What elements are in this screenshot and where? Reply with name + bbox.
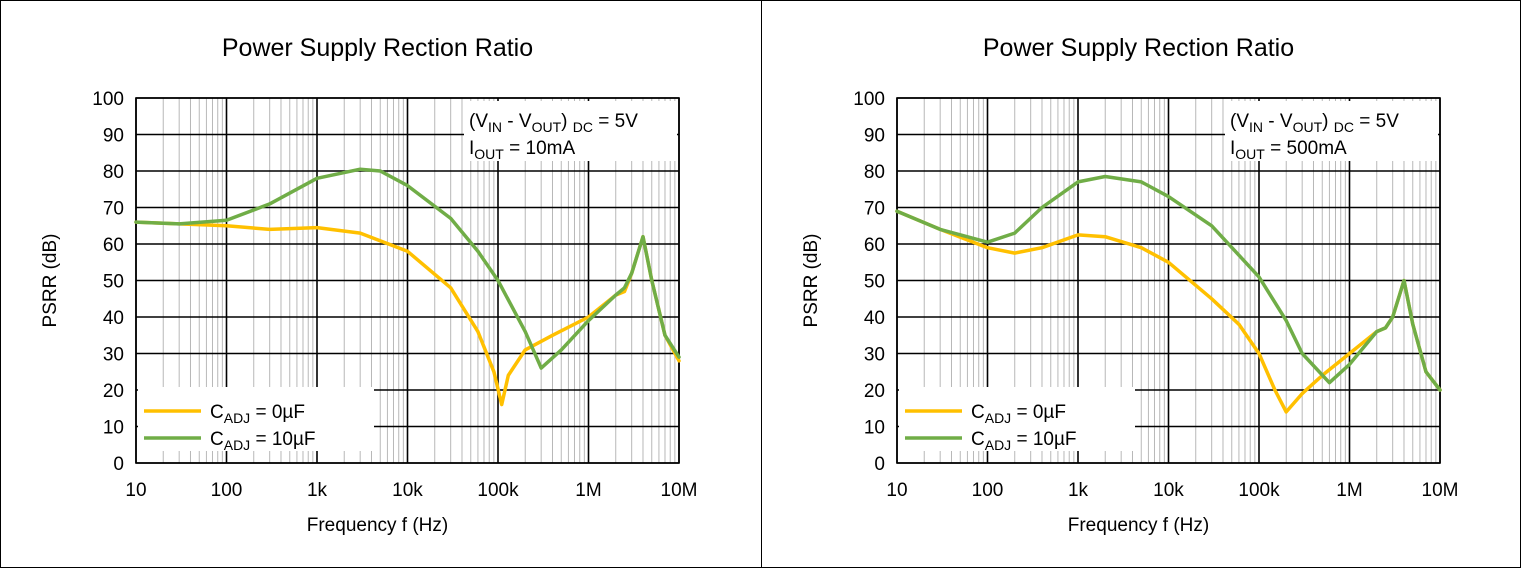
y-tick-label: 30 [103, 345, 124, 366]
y-tick-label: 20 [103, 381, 124, 402]
y-tick-label: 0 [113, 454, 124, 475]
y-tick-label: 60 [103, 235, 124, 256]
legend: CADJ = 0µF CADJ = 10µF [899, 387, 1135, 453]
annotation-line-vin-vout: (VIN - VOUT) DC = 5V [1230, 111, 1399, 135]
y-tick-label: 90 [864, 126, 885, 147]
x-tick-label: 100k [477, 480, 519, 501]
annotation-line-iout: IOUT = 10mA [469, 138, 575, 162]
y-tick-label: 30 [864, 345, 885, 366]
conditions-annotation: (VIN - VOUT) DC = 5V IOUT = 500mA [1225, 101, 1438, 162]
x-tick-label: 1k [1068, 480, 1089, 501]
y-tick-label: 80 [103, 162, 124, 183]
chart-panel-left: Power Supply Rection Ratio 0 10 20 30 40 50 60 7… [0, 0, 763, 568]
x-tick-label: 10M [1422, 480, 1459, 501]
x-tick-label: 10k [392, 480, 423, 501]
y-tick-label: 10 [103, 418, 124, 439]
legend-label: CADJ = 10µF [210, 429, 316, 453]
y-tick-label: 80 [864, 162, 885, 183]
y-tick-label: 100 [853, 89, 885, 110]
chart-title: Power Supply Rection Ratio [222, 34, 533, 62]
psrr-chart-500ma: Power Supply Rection Ratio01020304050607… [801, 34, 1459, 536]
x-tick-label: 10 [125, 480, 146, 501]
annotation-line-vin-vout: (VIN - VOUT) DC = 5V [469, 111, 638, 135]
legend-label: CADJ = 0µF [971, 402, 1066, 426]
annotation-background [1225, 101, 1438, 161]
legend-label: CADJ = 10µF [971, 429, 1077, 453]
plot-frame [135, 97, 680, 464]
y-tick-label: 90 [103, 126, 124, 147]
annotation-line-iout: IOUT = 500mA [1230, 138, 1347, 162]
x-tick-label: 10 [886, 480, 907, 501]
y-axis-label: PSRR (dB) [40, 234, 61, 328]
series-line-cadj-10uf [134, 167, 681, 370]
y-tick-label: 10 [864, 418, 885, 439]
y-tick-label: 0 [874, 454, 885, 475]
legend: CADJ = 0µF CADJ = 10µF [138, 387, 374, 453]
x-tick-label: 100 [972, 480, 1004, 501]
y-tick-label: 40 [864, 308, 885, 329]
legend-background [138, 387, 374, 451]
y-tick-label: 100 [92, 89, 124, 110]
series-line-cadj-10uf [895, 174, 1442, 392]
y-tick-label: 20 [864, 381, 885, 402]
x-tick-label: 10k [1153, 480, 1184, 501]
y-tick-label: 60 [864, 235, 885, 256]
y-tick-label: 70 [864, 199, 885, 220]
legend-background [899, 387, 1135, 451]
x-tick-label: 1k [307, 480, 328, 501]
y-tick-label: 40 [103, 308, 124, 329]
x-tick-label: 100k [1238, 480, 1280, 501]
y-tick-label: 50 [864, 272, 885, 293]
annotation-background [464, 101, 677, 161]
conditions-annotation: (VIN - VOUT) DC = 5V IOUT = 10mA [464, 101, 677, 162]
x-axis-label: Frequency f (Hz) [1068, 515, 1209, 536]
y-tick-label: 50 [103, 272, 124, 293]
x-tick-label: 1M [575, 480, 601, 501]
x-tick-label: 100 [211, 480, 243, 501]
plot-frame [896, 97, 1441, 464]
x-tick-label: 1M [1336, 480, 1362, 501]
chart-title: Power Supply Rection Ratio [983, 34, 1294, 62]
psrr-chart-10ma: Power Supply Rection Ratio01020304050607… [40, 34, 698, 536]
x-tick-label: 10M [661, 480, 698, 501]
legend-label: CADJ = 0µF [210, 402, 305, 426]
y-axis-label: PSRR (dB) [801, 234, 822, 328]
y-tick-label: 70 [103, 199, 124, 220]
x-axis-label: Frequency f (Hz) [307, 515, 448, 536]
chart-panel-right: Power Supply Rection Ratio 0 10 20 30 40 50 60 7… [761, 0, 1521, 568]
